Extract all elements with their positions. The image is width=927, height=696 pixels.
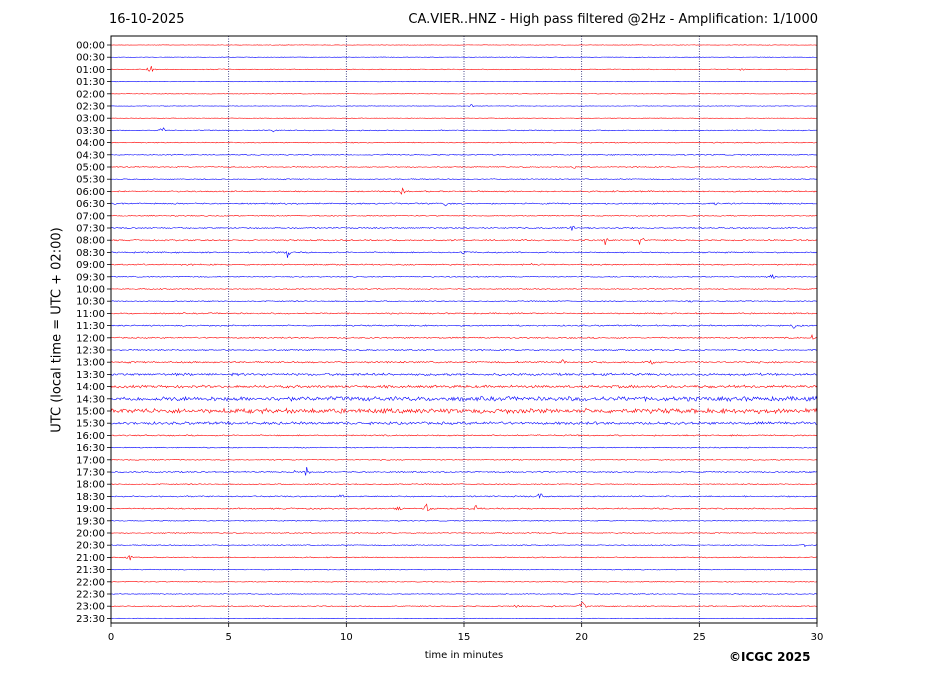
y-tick-label: 17:30 [76,468,105,479]
y-tick-label: 00:30 [76,53,105,64]
y-tick-label: 02:30 [76,102,105,113]
y-tick-label: 19:00 [76,504,105,515]
y-tick-label: 22:30 [76,590,105,601]
y-tick-label: 22:00 [76,577,105,588]
y-tick-label: 14:00 [76,382,105,393]
y-tick-label: 00:00 [76,41,105,52]
y-tick-label: 11:30 [76,321,105,332]
trace-row-0430 [110,153,818,156]
copyright-text: ©ICGC 2025 [729,650,811,664]
trace-row-0730 [110,225,818,231]
y-tick-label: 07:30 [76,224,105,235]
y-tick-label: 23:30 [76,614,105,625]
trace-row-1700 [110,458,818,461]
y-tick-label: 12:00 [76,333,105,344]
y-tick-label: 21:00 [76,553,105,564]
trace-row-1900 [110,503,818,512]
y-tick-label: 12:30 [76,346,105,357]
y-tick-label: 20:30 [76,541,105,552]
chart-title: CA.VIER..HNZ - High pass filtered @2Hz -… [408,12,818,27]
y-tick-label: 15:00 [76,407,105,418]
y-tick-label: 09:00 [76,260,105,271]
y-tick-label: 14:30 [76,394,105,405]
trace-row-0330 [110,127,818,133]
y-tick-label: 08:30 [76,248,105,259]
chart-date: 16-10-2025 [109,12,185,27]
y-tick-label: 10:00 [76,285,105,296]
trace-row-0400 [110,141,818,144]
y-tick-label: 05:00 [76,163,105,174]
y-tick-label: 20:00 [76,529,105,540]
y-tick-label: 06:00 [76,187,105,198]
y-tick-label: 23:00 [76,602,105,613]
trace-row-2030 [110,544,818,548]
y-tick-label: 04:00 [76,138,105,149]
x-axis-label: time in minutes [424,650,504,661]
y-tick-label: 07:00 [76,211,105,222]
trace-row-1230 [110,348,818,352]
y-tick-label: 05:30 [76,175,105,186]
x-tick-label: 30 [811,632,824,643]
y-tick-label: 03:00 [76,114,105,125]
x-tick-label: 0 [108,632,114,643]
trace-row-1600 [110,434,818,437]
y-tick-label: 16:30 [76,443,105,454]
y-tick-label: 16:00 [76,431,105,442]
trace-row-2000 [110,532,818,534]
x-tick-label: 25 [693,632,706,643]
x-tick-group: 0 5 10 15 20 25 30 [108,623,824,643]
trace-row-0000 [110,44,818,46]
y-tick-label: 18:00 [76,480,105,491]
trace-row-0800 [111,237,818,245]
trace-row-0830 [110,250,818,258]
y-tick-label: 11:00 [76,309,105,320]
x-tick-label: 10 [340,632,353,643]
x-tick-label: 20 [575,632,588,643]
trace-row-1130 [110,324,818,329]
y-tick-label: 04:30 [76,150,105,161]
y-tick-label: 06:30 [76,199,105,210]
y-tick-label: 01:00 [76,65,105,76]
trace-row-2100 [110,555,818,561]
trace-row-1430 [110,395,818,403]
trace-row-0030 [110,56,818,58]
y-tick-label: 09:30 [76,272,105,283]
y-tick-label: 10:30 [76,297,105,308]
plot-frame [110,35,818,624]
trace-row-0300 [110,117,818,119]
trace-row-0700 [110,214,818,217]
y-tick-label: 13:00 [76,358,105,369]
x-tick-label: 15 [458,632,471,643]
y-tick-label: 21:30 [76,565,105,576]
y-tick-label: 08:00 [76,236,105,247]
y-tick-label: 13:30 [76,370,105,381]
trace-row-1200 [110,334,818,340]
y-tick-label: 03:30 [76,126,105,137]
trace-row-1630 [110,446,818,449]
trace-row-0900 [110,262,818,266]
y-tick-label: 17:00 [76,455,105,466]
grid-lines [228,36,700,623]
y-tick-label: 15:30 [76,419,105,430]
y-tick-label: 01:30 [76,77,105,88]
y-tick-label: 18:30 [76,492,105,503]
y-tick-label: 19:30 [76,516,105,527]
y-tick-label: 02:00 [76,89,105,100]
x-tick-label: 5 [225,632,231,643]
